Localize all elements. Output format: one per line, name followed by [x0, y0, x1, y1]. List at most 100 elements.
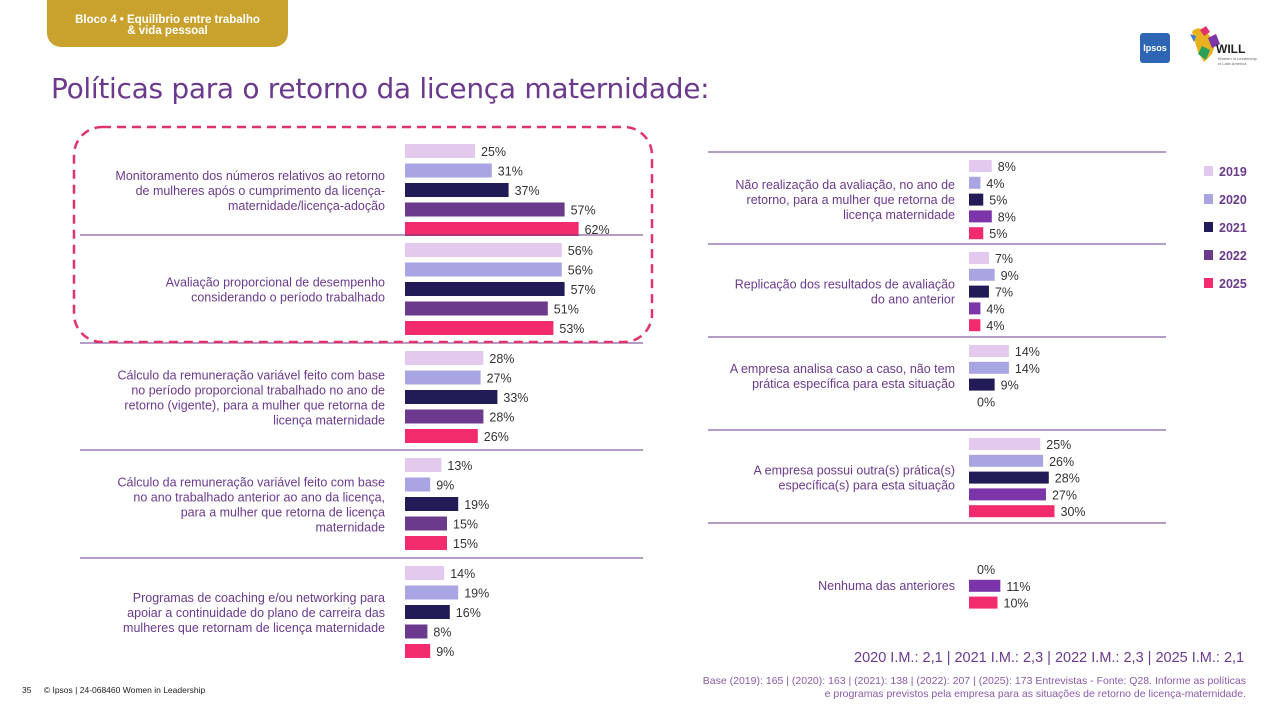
bar-2020	[405, 585, 459, 600]
category-label: Cálculo da remuneração variável feito co…	[118, 475, 386, 534]
bar-2025	[969, 319, 981, 332]
bar-2020	[969, 176, 981, 189]
data-label: 4%	[986, 302, 1004, 316]
data-label: 30%	[1061, 505, 1086, 519]
data-label: 13%	[447, 459, 472, 473]
bar-2021	[405, 497, 459, 511]
category-label: Não realização da avaliação, no ano de re…	[735, 178, 955, 222]
bar-2022	[969, 302, 981, 315]
bar-2025	[969, 596, 998, 609]
category-label: Monitoramento dos números relativos ao r…	[115, 169, 385, 213]
data-label: 25%	[1046, 438, 1071, 452]
bar-2021	[405, 282, 565, 296]
bar-2021	[969, 378, 995, 391]
data-label: 37%	[515, 184, 540, 198]
bar-2022	[405, 301, 548, 316]
data-label: 8%	[433, 626, 451, 640]
base-note: Base (2019): 165 | (2020): 163 | (2021):…	[626, 675, 1246, 701]
data-label: 25%	[481, 145, 506, 159]
legend-swatch-2022	[1204, 250, 1213, 260]
legend-swatch-2021	[1204, 222, 1213, 232]
data-label: 27%	[487, 372, 512, 386]
bar-2021	[969, 285, 989, 298]
data-label: 14%	[450, 567, 475, 581]
category-label: A empresa possui outra(s) prática(s) espe…	[754, 464, 956, 493]
bar-2025	[405, 429, 478, 443]
data-label: 28%	[1055, 472, 1080, 486]
bar-2020	[405, 163, 492, 178]
bar-2025	[405, 222, 579, 236]
bar-2021	[405, 183, 509, 197]
bar-2019	[969, 438, 1041, 450]
data-label: 9%	[1001, 379, 1019, 393]
bar-2020	[969, 268, 995, 281]
data-label: 11%	[1006, 580, 1030, 594]
data-label: 9%	[436, 479, 454, 493]
data-label: 62%	[585, 223, 610, 237]
data-label: 15%	[453, 518, 478, 532]
data-label: 19%	[464, 498, 489, 512]
legend-swatch-2025	[1204, 278, 1213, 288]
bar-2019	[405, 144, 475, 158]
data-label: 14%	[1015, 362, 1040, 376]
data-label: 33%	[503, 391, 528, 405]
bar-2019	[405, 566, 445, 580]
category-label: Nenhuma das anteriores	[818, 579, 955, 593]
data-label: 14%	[1015, 345, 1040, 359]
bar-2019	[405, 243, 562, 257]
footer: 35 © Ipsos | 24-068460 Women in Leadersh…	[22, 685, 215, 695]
base-note-line1: Base (2019): 165 | (2020): 163 | (2021):…	[702, 675, 1246, 687]
data-label: 26%	[1049, 455, 1074, 469]
bar-2019	[405, 351, 484, 365]
ipsos-logo: Ipsos	[1140, 33, 1170, 63]
legend-swatch-2019	[1204, 166, 1213, 176]
bar-2020	[969, 361, 1009, 374]
bar-2019	[969, 345, 1009, 357]
category-label: Programas de coaching e/ou networking pa…	[123, 591, 385, 635]
bar-2025	[969, 505, 1055, 518]
legend-label-2019: 2019	[1219, 165, 1247, 179]
data-label: 57%	[571, 204, 596, 218]
bar-2022	[969, 210, 992, 223]
data-label: 57%	[571, 283, 596, 297]
legend-label-2025: 2025	[1219, 277, 1247, 291]
bar-2022	[969, 579, 1001, 592]
data-label: 9%	[1001, 269, 1019, 283]
data-label: 16%	[456, 606, 481, 620]
data-label: 10%	[1004, 597, 1029, 611]
data-label: 51%	[554, 303, 579, 317]
bar-2019	[969, 252, 989, 264]
legend-label-2020: 2020	[1219, 193, 1247, 207]
bar-2020	[969, 454, 1044, 467]
copyright: © Ipsos | 24-068460 Women in Leadership	[43, 685, 206, 695]
bar-2020	[405, 477, 431, 492]
category-label: Avaliação proporcional de desempenho cons…	[166, 275, 385, 304]
data-label: 8%	[998, 160, 1016, 174]
data-label: 9%	[436, 645, 454, 659]
section-tag-line2: & vida pessoal	[127, 25, 208, 37]
bar-2025	[969, 227, 984, 240]
bar-2025	[405, 644, 431, 658]
data-label: 5%	[989, 194, 1007, 208]
page-title: Políticas para o retorno da licença mate…	[51, 72, 710, 105]
data-label: 56%	[568, 264, 593, 278]
data-label: 0%	[977, 395, 995, 409]
data-label: 28%	[489, 352, 514, 366]
data-label: 4%	[986, 319, 1004, 333]
bar-2025	[405, 321, 554, 335]
data-label: 15%	[453, 537, 478, 551]
data-label: 28%	[489, 411, 514, 425]
legend-label-2022: 2022	[1219, 249, 1247, 263]
data-label: 7%	[995, 286, 1013, 300]
will-logo-subtitle: Women in Leadership in Latin America	[1218, 56, 1257, 66]
data-label: 19%	[464, 587, 489, 601]
data-label: 56%	[568, 244, 593, 258]
data-label: 5%	[989, 227, 1007, 241]
bar-2022	[405, 409, 484, 424]
bar-2021	[969, 193, 984, 206]
bar-2021	[405, 390, 498, 404]
bar-2022	[405, 202, 565, 217]
bar-2021	[969, 471, 1049, 484]
base-note-line2: e programas previstos pela empresa para …	[824, 688, 1246, 700]
